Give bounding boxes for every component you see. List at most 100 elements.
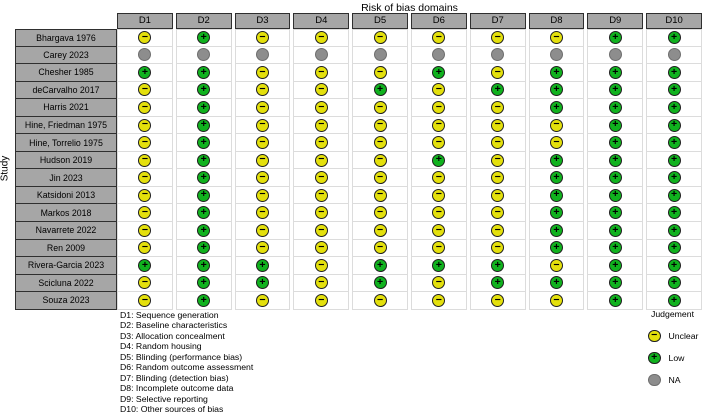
- judgement-dot-unclear: −: [373, 188, 387, 202]
- judgement-dot-unclear: −: [255, 241, 269, 255]
- judgement-dot-na: [667, 48, 681, 62]
- judgement-cell: +: [587, 151, 644, 170]
- judgement-cell: −: [293, 169, 350, 187]
- judgement-dot-low: +: [197, 153, 211, 167]
- column-header-d1: D1: [117, 13, 173, 29]
- judgement-cell: +: [410, 257, 467, 275]
- judgement-cell: +: [175, 64, 232, 82]
- judgement-dot-low: +: [549, 153, 563, 167]
- legend-item-unclear: − Unclear: [648, 325, 698, 347]
- judgement-cell: +: [646, 292, 702, 310]
- judgement-cell: +: [587, 257, 644, 275]
- study-row-label: Harris 2021: [15, 99, 117, 117]
- judgement-cell: +: [175, 257, 232, 275]
- column-header-d7: D7: [469, 13, 526, 29]
- judgement-dot-unclear: −: [491, 293, 505, 307]
- judgement-cell: +: [587, 29, 644, 47]
- judgement-cell: [352, 46, 408, 65]
- study-row-label: Bhargava 1976: [15, 29, 117, 47]
- judgement-dot-unclear: −: [549, 31, 563, 45]
- judgement-cell: +: [528, 81, 585, 100]
- judgement-dot-unclear: −: [138, 171, 152, 185]
- judgement-dot-unclear: −: [432, 118, 446, 132]
- judgement-dot-low: +: [197, 171, 211, 185]
- judgement-cell: +: [234, 274, 291, 293]
- footnote-line: D8: Incomplete outcome data: [120, 383, 234, 394]
- judgement-cell: −: [234, 186, 291, 205]
- judgement-cell: [234, 46, 291, 65]
- judgement-cell: −: [528, 29, 585, 47]
- judgement-dot-unclear: −: [138, 153, 152, 167]
- judgement-dot-low: +: [549, 276, 563, 290]
- judgement-dot-low: +: [197, 31, 211, 45]
- judgement-cell: −: [410, 239, 467, 258]
- column-header-d8: D8: [528, 13, 585, 29]
- judgement-dot-unclear: −: [373, 206, 387, 220]
- judgement-dot-low: +: [549, 188, 563, 202]
- judgement-cell: +: [528, 274, 585, 293]
- judgement-cell: −: [352, 222, 408, 240]
- judgement-cell: −: [293, 274, 350, 293]
- column-header-d9: D9: [587, 13, 644, 29]
- judgement-dot-unclear: −: [314, 118, 328, 132]
- judgement-cell: +: [175, 169, 232, 187]
- judgement-dot-low: +: [667, 188, 681, 202]
- judgement-dot-unclear: −: [314, 293, 328, 307]
- judgement-dot-low: +: [197, 293, 211, 307]
- judgement-dot-low: +: [608, 153, 622, 167]
- legend-item-na: NA: [648, 369, 698, 391]
- judgement-dot-unclear: −: [255, 293, 269, 307]
- judgement-dot-unclear: −: [255, 171, 269, 185]
- footnote-line: D2: Baseline characteristics: [120, 320, 228, 331]
- domain-footnotes: D1: Sequence generation D2: Baseline char…: [120, 310, 253, 415]
- judgement-dot-low: +: [667, 206, 681, 220]
- judgement-dot-unclear: −: [138, 241, 152, 255]
- judgement-dot-low: +: [138, 65, 152, 79]
- judgement-dot-unclear: −: [314, 241, 328, 255]
- judgement-dot-unclear: −: [314, 223, 328, 237]
- judgement-dot-unclear: −: [373, 171, 387, 185]
- judgement-cell: −: [293, 29, 350, 47]
- chart-title: Risk of bias domains: [361, 2, 458, 14]
- judgement-dot-low: +: [667, 258, 681, 272]
- judgement-dot-low: +: [255, 276, 269, 290]
- judgement-cell: −: [469, 99, 526, 117]
- judgement-cell: −: [117, 292, 173, 310]
- judgement-dot-low: +: [138, 258, 152, 272]
- judgement-cell: [528, 46, 585, 65]
- judgement-cell: [587, 46, 644, 65]
- study-row-label: Katsidoni 2013: [15, 186, 117, 205]
- legend-label: NA: [668, 375, 681, 385]
- judgement-dot-unclear: −: [549, 293, 563, 307]
- judgement-dot-unclear: −: [255, 118, 269, 132]
- judgement-cell: −: [469, 29, 526, 47]
- judgement-dot-unclear: −: [432, 276, 446, 290]
- judgement-dot-low: +: [373, 83, 387, 97]
- legend-label: Low: [668, 353, 685, 363]
- judgement-cell: −: [352, 169, 408, 187]
- judgement-dot-unclear: −: [138, 118, 152, 132]
- judgement-dot-unclear: −: [138, 293, 152, 307]
- judgement-dot-low: +: [491, 258, 505, 272]
- judgement-cell: +: [352, 274, 408, 293]
- judgement-dot-low: +: [197, 136, 211, 150]
- judgement-dot-unclear: −: [314, 153, 328, 167]
- judgement-dot-unclear: −: [255, 153, 269, 167]
- judgement-dot-low: +: [667, 223, 681, 237]
- legend-label: Unclear: [668, 331, 699, 341]
- judgement-cell: [646, 46, 702, 65]
- judgement-dot-unclear: −: [314, 206, 328, 220]
- judgement-cell: −: [352, 116, 408, 135]
- column-header-d4: D4: [293, 13, 350, 29]
- judgement-dot-unclear: −: [138, 206, 152, 220]
- judgement-cell: −: [117, 29, 173, 47]
- judgement-cell: −: [234, 64, 291, 82]
- judgement-cell: −: [293, 134, 350, 152]
- judgement-cell: +: [646, 169, 702, 187]
- judgement-dot-unclear: −: [314, 258, 328, 272]
- judgement-cell: +: [234, 257, 291, 275]
- judgement-dot-unclear: −: [138, 276, 152, 290]
- judgement-cell: +: [175, 29, 232, 47]
- footnote-line: D6: Random outcome assessment: [120, 362, 254, 373]
